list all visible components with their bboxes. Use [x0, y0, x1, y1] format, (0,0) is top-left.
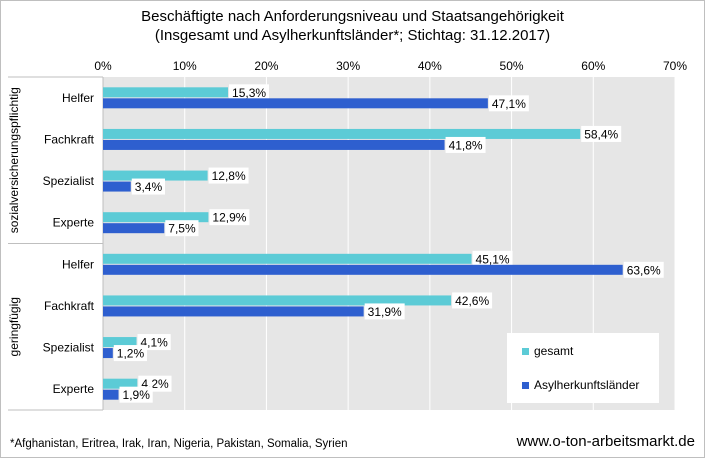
- legend-swatch: [522, 382, 529, 389]
- group-label: sozialversicherungspflichtig: [7, 87, 21, 233]
- data-label-bg: [113, 345, 148, 362]
- data-label-bg: [623, 261, 664, 278]
- x-tick-label: 60%: [581, 59, 605, 73]
- data-label: 41,8%: [449, 138, 483, 152]
- category-label: Helfer: [62, 257, 94, 271]
- data-label-bg: [165, 220, 199, 237]
- data-label-bg: [581, 125, 622, 142]
- data-label: 15,3%: [232, 86, 266, 100]
- data-label: 12,8%: [212, 169, 246, 183]
- x-tick-label: 20%: [254, 59, 278, 73]
- data-label-bg: [209, 209, 250, 226]
- x-tick-label: 30%: [336, 59, 360, 73]
- bar-chart: 0% 10% 20% 30% 40% 50% 60% 70% Helfer Fachkraft Sp…: [7, 59, 687, 411]
- x-tick-label: 50%: [500, 59, 524, 73]
- legend-box: [507, 333, 659, 403]
- bar-gesamt: [103, 378, 138, 389]
- data-label-bg: [472, 250, 513, 267]
- bar-asyl: [103, 306, 364, 317]
- category-label: Experte: [53, 216, 95, 230]
- data-label-bg: [208, 167, 249, 184]
- data-label-bg: [364, 303, 405, 320]
- data-label: 7,5%: [168, 222, 196, 236]
- bar-asyl: [103, 389, 119, 400]
- category-label: Fachkraft: [44, 299, 95, 313]
- category-label: Experte: [53, 382, 95, 396]
- category-label: Spezialist: [43, 174, 95, 188]
- data-label: 1,9%: [123, 388, 151, 402]
- bar-asyl: [103, 98, 488, 109]
- bar-gesamt: [103, 170, 208, 181]
- source-url: www.o-ton-arbeitsmarkt.de: [516, 433, 695, 450]
- x-tick-label: 0%: [94, 59, 112, 73]
- bar-gesamt: [103, 128, 581, 139]
- data-label: 58,4%: [584, 127, 618, 141]
- data-label: 45,1%: [476, 252, 510, 266]
- x-tick-label: 10%: [173, 59, 197, 73]
- bar-gesamt: [103, 253, 472, 264]
- data-label-bg: [488, 95, 529, 112]
- legend-swatch: [522, 348, 529, 355]
- data-label: 4,1%: [141, 336, 169, 350]
- bar-gesamt: [103, 337, 137, 348]
- category-label: Helfer: [62, 91, 94, 105]
- data-label: 12,9%: [212, 211, 246, 225]
- bar-asyl: [103, 223, 165, 234]
- data-label: 42,6%: [455, 294, 489, 308]
- bar-asyl: [103, 139, 445, 150]
- data-label-bg: [452, 292, 493, 309]
- group-label: geringfügig: [7, 297, 21, 356]
- data-label: 3,4%: [135, 180, 163, 194]
- category-label: Spezialist: [43, 341, 95, 355]
- footnote: *Afghanistan, Eritrea, Irak, Iran, Niger…: [10, 438, 348, 450]
- bar-asyl: [103, 348, 113, 359]
- data-label-bg: [131, 178, 165, 195]
- data-label: 47,1%: [492, 97, 526, 111]
- legend-label: gesamt: [534, 344, 574, 358]
- legend-label: Asylherkunftsländer: [534, 378, 639, 392]
- data-label: 31,9%: [368, 305, 402, 319]
- chart-subtitle: (Insgesamt und Asylherkunftsländer*; Sti…: [154, 27, 551, 44]
- data-label: 63,6%: [627, 263, 661, 277]
- bar-gesamt: [103, 87, 229, 98]
- bar-asyl: [103, 264, 623, 275]
- x-tick-label: 40%: [418, 59, 442, 73]
- bar-gesamt: [103, 212, 209, 223]
- data-label-bg: [119, 386, 153, 403]
- data-label-bg: [445, 136, 486, 153]
- category-label: Fachkraft: [44, 132, 95, 146]
- data-label-bg: [229, 84, 270, 101]
- bar-asyl: [103, 181, 131, 192]
- x-tick-label: 70%: [663, 59, 687, 73]
- bar-gesamt: [103, 295, 452, 306]
- chart-title: Beschäftigte nach Anforderungsniveau und…: [141, 8, 564, 25]
- data-label: 1,2%: [117, 347, 145, 361]
